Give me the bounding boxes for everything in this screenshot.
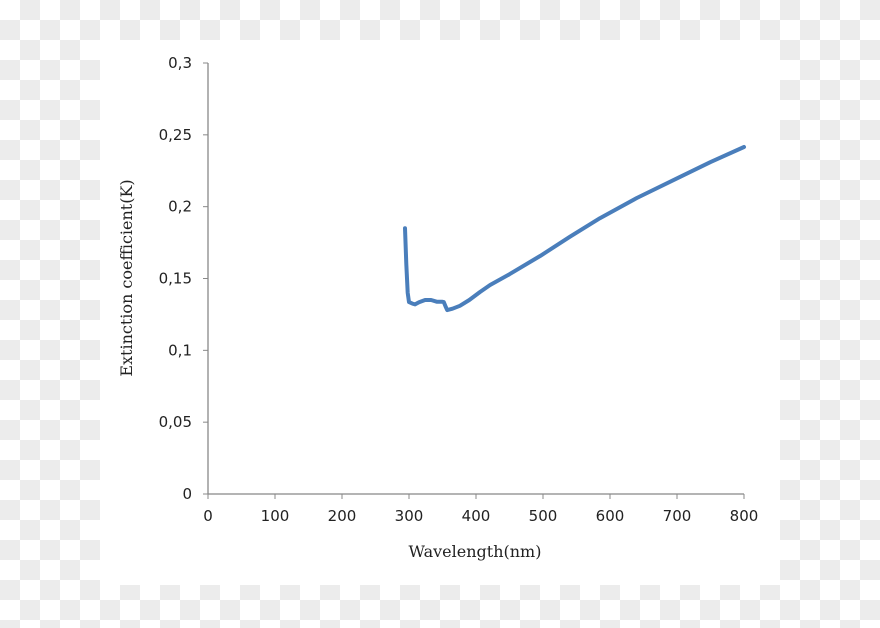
x-tick-label: 600 [596, 507, 625, 525]
y-tick-label: 0,3 [168, 54, 192, 72]
y-tick-label: 0,15 [159, 270, 192, 288]
x-axis-label: Wavelength(nm) [409, 542, 542, 561]
x-tick-label: 0 [203, 507, 213, 525]
x-tick-label: 100 [261, 507, 290, 525]
chart-area: 0 100 200 300 400 500 600 700 800 0 0,05 0,1 0,15 0,2… [100, 40, 780, 585]
y-tick-label: 0 [182, 485, 192, 503]
x-tick-label: 800 [730, 507, 759, 525]
x-tick-label: 700 [663, 507, 692, 525]
data-line [403, 145, 746, 313]
x-tick-label: 300 [395, 507, 424, 525]
y-tick-label: 0,1 [168, 341, 192, 359]
x-tick-label: 200 [328, 507, 357, 525]
x-tick-label: 500 [529, 507, 558, 525]
y-tick-label: 0,25 [159, 126, 192, 144]
y-axis-label: Extinction coefficient(K) [117, 179, 136, 376]
line-chart: 0 100 200 300 400 500 600 700 800 0 0,05 0,1 0,15 0,2… [117, 54, 759, 561]
y-tick-label: 0,05 [159, 413, 192, 431]
y-tick-label: 0,2 [168, 198, 192, 216]
x-tick-label: 400 [462, 507, 491, 525]
